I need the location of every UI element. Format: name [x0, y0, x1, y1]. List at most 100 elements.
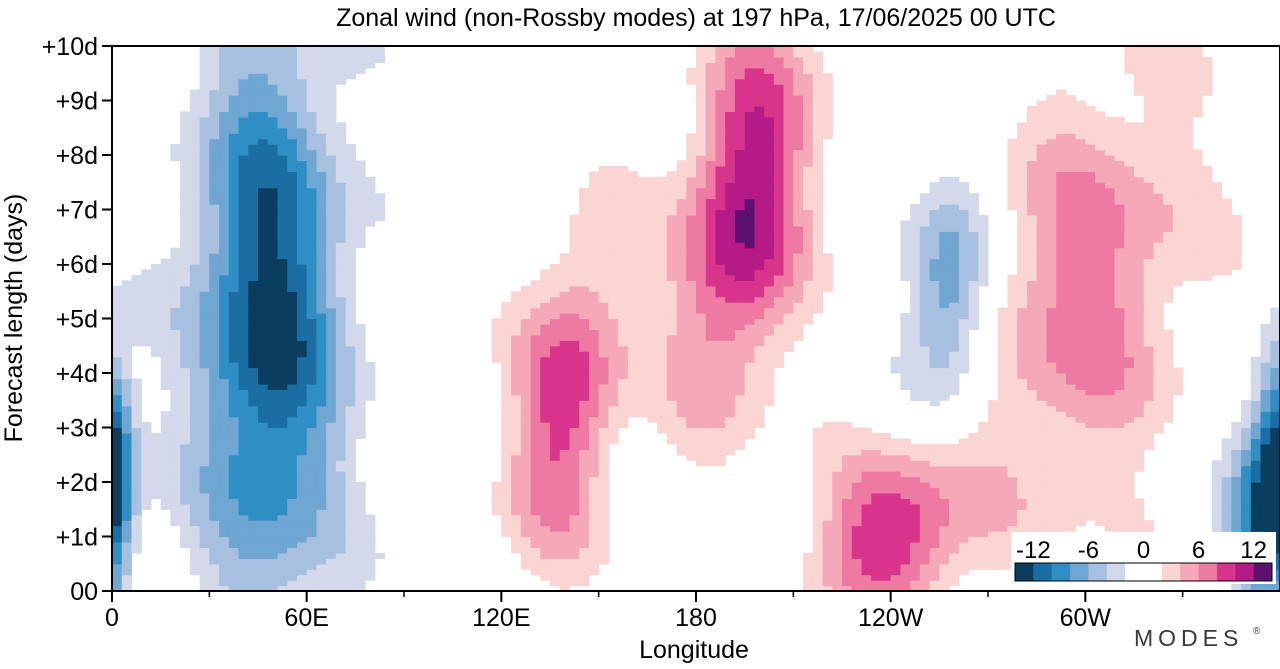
wind-cell — [141, 492, 152, 499]
wind-cell — [1163, 345, 1174, 352]
wind-cell — [228, 585, 240, 591]
wind-cell — [608, 334, 619, 341]
wind-cell — [618, 313, 629, 320]
wind-cell — [579, 291, 590, 298]
wind-cell — [1007, 454, 1018, 461]
wind-cell — [598, 427, 609, 434]
wind-cell — [598, 247, 609, 254]
wind-cell — [861, 427, 872, 434]
wind-cell — [131, 323, 142, 330]
wind-cell — [326, 334, 337, 341]
wind-cell — [647, 236, 658, 243]
wind-cell — [1075, 389, 1086, 396]
wind-cell — [686, 258, 697, 265]
wind-cell — [199, 541, 210, 548]
wind-cell — [238, 323, 249, 330]
wind-cell — [569, 236, 580, 243]
wind-cell — [1153, 253, 1164, 260]
wind-cell — [131, 400, 142, 407]
wind-cell — [1065, 471, 1077, 478]
wind-cell — [335, 492, 347, 499]
wind-cell — [1046, 253, 1057, 260]
wind-cell — [939, 334, 950, 341]
wind-cell — [520, 383, 532, 390]
wind-cell — [559, 541, 571, 548]
wind-cell — [1036, 427, 1047, 434]
wind-cell — [1270, 367, 1280, 374]
wind-cell — [666, 323, 678, 330]
wind-cell — [1260, 394, 1271, 401]
wind-cell — [141, 280, 152, 287]
wind-cell — [618, 405, 629, 412]
wind-cell — [1085, 302, 1096, 309]
wind-cell — [160, 302, 171, 309]
wind-cell — [550, 313, 561, 320]
wind-cell — [1046, 432, 1057, 439]
wind-cell — [1172, 264, 1184, 271]
wind-cell — [812, 525, 824, 532]
wind-cell — [832, 574, 843, 581]
wind-cell — [1085, 454, 1096, 461]
wind-cell — [1241, 514, 1252, 521]
wind-cell — [1056, 514, 1067, 521]
wind-cell — [754, 285, 765, 292]
wind-cell — [705, 313, 717, 320]
wind-cell — [1017, 498, 1028, 505]
wind-cell — [598, 318, 609, 325]
wind-cell — [1095, 389, 1106, 396]
wind-cell — [822, 520, 833, 527]
wind-cell — [180, 383, 191, 390]
wind-cell — [890, 482, 901, 489]
wind-cell — [160, 492, 171, 499]
wind-cell — [550, 503, 561, 510]
wind-cell — [316, 264, 327, 271]
wind-cell — [949, 580, 960, 587]
wind-cell — [851, 460, 863, 467]
wind-cell — [569, 356, 580, 363]
wind-cell — [569, 531, 580, 538]
wind-cell — [744, 378, 755, 385]
wind-cell — [1124, 302, 1135, 309]
wind-cell — [326, 432, 337, 439]
wind-cell — [997, 351, 1009, 358]
wind-cell — [112, 313, 123, 320]
wind-cell — [530, 400, 541, 407]
wind-cell — [335, 503, 347, 510]
wind-cell — [900, 313, 911, 320]
wind-cell — [978, 536, 989, 543]
wind-cell — [579, 422, 590, 429]
wind-cell — [131, 280, 142, 287]
wind-cell — [258, 313, 269, 320]
wind-cell — [248, 427, 259, 434]
wind-cell — [569, 487, 580, 494]
wind-cell — [199, 503, 210, 510]
wind-cell — [627, 247, 639, 254]
wind-cell — [112, 362, 123, 369]
wind-cell — [764, 318, 775, 325]
wind-cell — [355, 242, 366, 249]
wind-cell — [258, 258, 269, 265]
wind-cell — [131, 531, 142, 538]
wind-cell — [306, 574, 317, 581]
wind-cell — [666, 247, 678, 254]
wind-cell — [958, 264, 970, 271]
wind-cell — [209, 329, 220, 336]
wind-cell — [734, 405, 746, 412]
wind-cell — [608, 253, 619, 260]
wind-cell — [209, 563, 220, 570]
wind-cell — [540, 318, 551, 325]
wind-cell — [277, 585, 288, 591]
wind-cell — [725, 373, 736, 380]
wind-cell — [997, 487, 1009, 494]
wind-cell — [1007, 503, 1018, 510]
wind-cell — [647, 367, 658, 374]
wind-cell — [170, 411, 181, 418]
wind-cell — [705, 427, 717, 434]
wind-cell — [540, 269, 551, 276]
wind-cell — [861, 514, 872, 521]
wind-cell — [744, 389, 755, 396]
wind-cell — [627, 313, 639, 320]
wind-cell — [1085, 280, 1096, 287]
wind-cell — [335, 334, 347, 341]
wind-cell — [277, 400, 288, 407]
